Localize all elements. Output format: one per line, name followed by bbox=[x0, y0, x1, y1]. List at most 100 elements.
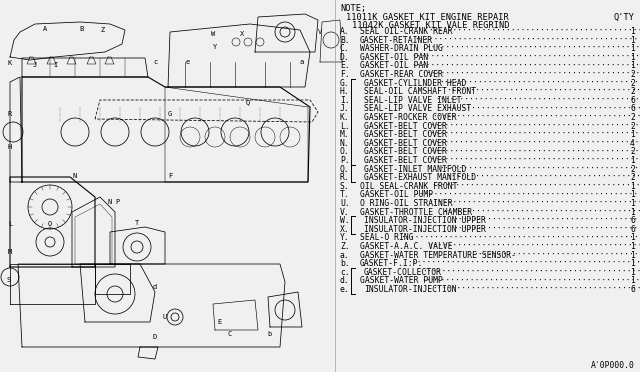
Text: b.: b. bbox=[340, 259, 349, 268]
Text: Y.: Y. bbox=[340, 233, 349, 243]
Text: ················································································: ········································… bbox=[421, 276, 640, 285]
Text: a.: a. bbox=[340, 251, 349, 260]
Text: 1: 1 bbox=[630, 208, 635, 217]
Text: Q'TY: Q'TY bbox=[614, 13, 635, 22]
Text: ················································································: ········································… bbox=[453, 225, 640, 234]
Text: 1: 1 bbox=[630, 156, 635, 165]
Text: ················································································: ········································… bbox=[431, 182, 640, 191]
Text: X.: X. bbox=[340, 225, 349, 234]
Text: Q: Q bbox=[246, 99, 250, 105]
Text: SEAL-O RING: SEAL-O RING bbox=[360, 233, 413, 243]
Text: GASKET-BELT COVER: GASKET-BELT COVER bbox=[364, 156, 447, 165]
Text: ················································································: ········································… bbox=[411, 61, 640, 70]
Text: 1: 1 bbox=[630, 242, 635, 251]
Text: 1: 1 bbox=[630, 199, 635, 208]
Text: F: F bbox=[168, 173, 172, 179]
Text: J.: J. bbox=[340, 105, 349, 113]
Text: SEAL-LIP VALVE INLET: SEAL-LIP VALVE INLET bbox=[364, 96, 461, 105]
Text: 6: 6 bbox=[630, 96, 635, 105]
Text: GASKET-BELT COVER: GASKET-BELT COVER bbox=[364, 139, 447, 148]
Text: N: N bbox=[108, 199, 112, 205]
Text: R: R bbox=[8, 111, 12, 117]
Text: 1: 1 bbox=[630, 259, 635, 268]
Text: ················································································: ········································… bbox=[425, 122, 640, 131]
Text: H: H bbox=[8, 144, 12, 150]
Text: ················································································: ········································… bbox=[425, 147, 640, 156]
Text: 2: 2 bbox=[630, 87, 635, 96]
Text: OIL SEAL-CRANK FRONT: OIL SEAL-CRANK FRONT bbox=[360, 182, 458, 191]
Text: ················································································: ········································… bbox=[442, 208, 640, 217]
Text: D.: D. bbox=[340, 53, 349, 62]
Text: ················································································: ········································… bbox=[414, 190, 640, 199]
Text: GASKET-OIL PAN: GASKET-OIL PAN bbox=[360, 53, 428, 62]
Text: A.: A. bbox=[340, 27, 349, 36]
Text: 2: 2 bbox=[630, 70, 635, 79]
Text: GASKET-BELT COVER: GASKET-BELT COVER bbox=[364, 147, 447, 156]
Text: ················································································: ········································… bbox=[400, 233, 640, 243]
Text: V.: V. bbox=[340, 208, 349, 217]
Text: 1: 1 bbox=[630, 61, 635, 70]
Text: 1: 1 bbox=[630, 182, 635, 191]
Text: INSULATOR-INJECTION UPPER: INSULATOR-INJECTION UPPER bbox=[364, 216, 486, 225]
Text: ················································································: ········································… bbox=[425, 130, 640, 139]
Text: GASKET-WATER PUMP: GASKET-WATER PUMP bbox=[360, 276, 443, 285]
Text: e: e bbox=[186, 59, 190, 65]
Text: A: A bbox=[43, 26, 47, 32]
Text: P: P bbox=[116, 199, 120, 205]
Text: 6: 6 bbox=[630, 105, 635, 113]
Text: ················································································: ········································… bbox=[428, 27, 640, 36]
Text: 6: 6 bbox=[630, 216, 635, 225]
Text: SEAL OIL-CRANK REAR: SEAL OIL-CRANK REAR bbox=[360, 27, 452, 36]
Text: GASKET-INLET MANIFOLD: GASKET-INLET MANIFOLD bbox=[364, 164, 467, 174]
Text: b: b bbox=[268, 331, 272, 337]
Text: 1: 1 bbox=[630, 268, 635, 277]
Text: 1: 1 bbox=[630, 251, 635, 260]
Text: I.: I. bbox=[340, 96, 349, 105]
Text: c: c bbox=[153, 59, 157, 65]
Text: INSULATOR-INJECTION: INSULATOR-INJECTION bbox=[364, 285, 456, 294]
Text: WASHER-DRAIN PLUG: WASHER-DRAIN PLUG bbox=[360, 44, 443, 53]
Text: C: C bbox=[228, 331, 232, 337]
Text: 2: 2 bbox=[630, 173, 635, 182]
Text: N.: N. bbox=[340, 139, 349, 148]
Text: U.: U. bbox=[340, 199, 349, 208]
Text: ················································································: ········································… bbox=[436, 96, 640, 105]
Text: Q.: Q. bbox=[340, 164, 349, 174]
Text: P.: P. bbox=[340, 156, 349, 165]
Text: M.: M. bbox=[340, 130, 349, 139]
Text: ················································································: ········································… bbox=[446, 87, 640, 96]
Text: GASKET-RETAINER: GASKET-RETAINER bbox=[360, 36, 433, 45]
Text: K: K bbox=[8, 60, 12, 66]
Text: O: O bbox=[48, 221, 52, 227]
Text: M: M bbox=[8, 249, 12, 255]
Text: GASKET-OIL PUMP: GASKET-OIL PUMP bbox=[360, 190, 433, 199]
Text: V: V bbox=[318, 29, 322, 35]
Text: Y: Y bbox=[213, 44, 217, 50]
Text: ················································································: ········································… bbox=[422, 268, 640, 277]
Text: 2: 2 bbox=[630, 147, 635, 156]
Text: X: X bbox=[240, 31, 244, 37]
Text: Z: Z bbox=[101, 27, 105, 33]
Text: ················································································: ········································… bbox=[414, 36, 640, 45]
Text: H.: H. bbox=[340, 87, 349, 96]
Text: GASKET-F.I.P.: GASKET-F.I.P. bbox=[360, 259, 424, 268]
Text: 1: 1 bbox=[630, 44, 635, 53]
Text: U: U bbox=[163, 314, 167, 320]
Text: W.: W. bbox=[340, 216, 349, 225]
Text: A'0P000.0: A'0P000.0 bbox=[591, 362, 635, 371]
Text: GASKET-THROTTLE CHAMBER: GASKET-THROTTLE CHAMBER bbox=[360, 208, 472, 217]
Text: L: L bbox=[8, 221, 12, 227]
Text: d: d bbox=[153, 284, 157, 290]
Text: 2: 2 bbox=[630, 122, 635, 131]
Text: N: N bbox=[73, 173, 77, 179]
Text: ················································································: ········································… bbox=[428, 242, 640, 251]
Text: ················································································: ········································… bbox=[453, 216, 640, 225]
Text: 2: 2 bbox=[630, 113, 635, 122]
Text: ················································································: ········································… bbox=[432, 113, 640, 122]
Text: 2: 2 bbox=[630, 78, 635, 87]
Text: GASKET-EXHAUST MANIFOLD: GASKET-EXHAUST MANIFOLD bbox=[364, 173, 476, 182]
Text: 2: 2 bbox=[630, 164, 635, 174]
Text: ················································································: ········································… bbox=[421, 70, 640, 79]
Text: SEAL-LIP VALVE EXHAUST: SEAL-LIP VALVE EXHAUST bbox=[364, 105, 471, 113]
Text: GASKET-BELT COVER: GASKET-BELT COVER bbox=[364, 130, 447, 139]
